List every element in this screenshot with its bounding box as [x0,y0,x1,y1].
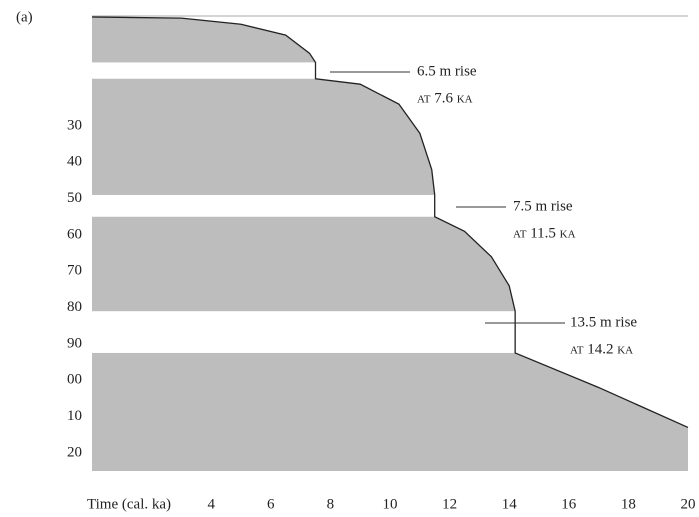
y-tick-label: 10 [67,408,82,424]
panel-label: (a) [16,9,33,25]
x-tick-label: 8 [327,496,335,512]
y-tick-label: 00 [67,372,82,388]
annotation-text: 13.5 m rise [570,314,637,330]
x-tick-label: 10 [383,496,398,512]
y-tick-label: 70 [67,263,82,279]
area-fill [92,17,688,471]
annotation-text: 7.5 m rise [513,198,573,214]
annotation-subtext: at 7.6 ka [417,90,473,106]
x-tick-label: 4 [207,496,215,512]
annotation-text: 6.5 m rise [417,63,477,79]
x-tick-label: 12 [442,496,457,512]
y-tick-label: 50 [67,190,82,206]
x-tick-label: 20 [681,496,696,512]
rise-band [92,194,435,217]
y-tick-label: 30 [67,117,82,133]
y-tick-label: 40 [67,154,82,170]
annotation-subtext: at 14.2 ka [570,341,633,357]
x-tick-label: 16 [561,496,577,512]
x-tick-label: 6 [267,496,275,512]
y-tick-label: 20 [67,444,82,460]
y-tick-label: 60 [67,226,82,242]
x-tick-label: 18 [621,496,636,512]
y-tick-label: 80 [67,299,82,315]
rise-band [92,62,316,79]
x-axis-label: Time (cal. ka) [87,496,171,512]
y-tick-label: 90 [67,335,82,351]
annotation-subtext: at 11.5 ka [513,225,576,241]
sea-level-curve [91,16,689,429]
x-tick-label: 14 [502,496,518,512]
rise-band [92,311,516,353]
